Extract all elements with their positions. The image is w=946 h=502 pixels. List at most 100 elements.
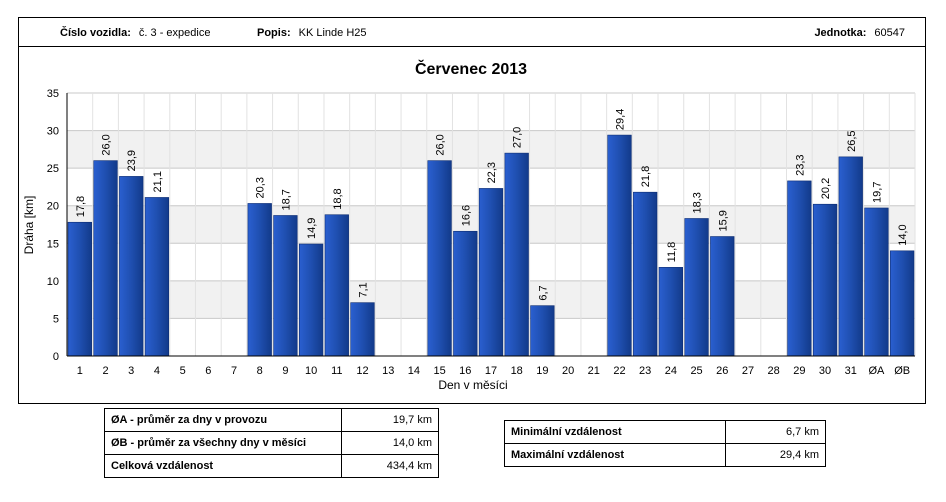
x-tick-label: 15 bbox=[433, 365, 445, 377]
x-tick-label: 26 bbox=[716, 365, 728, 377]
bar-chart: Červenec 2013 17,826,023,921,1 20,318,714… bbox=[22, 59, 916, 392]
data-label: 17,8 bbox=[75, 196, 87, 217]
x-tick-label: 10 bbox=[305, 365, 317, 377]
bar bbox=[453, 230, 478, 357]
bar bbox=[93, 160, 118, 357]
y-axis-label: Dráha [km] bbox=[22, 196, 36, 255]
x-tick-label: 1 bbox=[77, 365, 83, 377]
grid-band bbox=[67, 93, 915, 131]
data-label: 11,8 bbox=[666, 242, 678, 263]
bar bbox=[684, 218, 709, 357]
bar bbox=[504, 152, 529, 357]
unit-value: 60547 bbox=[874, 27, 905, 39]
x-tick-label: 28 bbox=[768, 365, 780, 377]
bar bbox=[427, 160, 452, 357]
y-tick-label: 15 bbox=[47, 238, 59, 250]
x-tick-label: 16 bbox=[459, 365, 471, 377]
x-tick-label: ØA bbox=[869, 365, 886, 377]
x-tick-label: 6 bbox=[205, 365, 211, 377]
bar bbox=[324, 214, 349, 357]
data-label: 26,0 bbox=[435, 134, 447, 155]
bar bbox=[144, 197, 170, 357]
x-tick-label: 12 bbox=[356, 365, 368, 377]
x-tick-label: 13 bbox=[382, 365, 394, 377]
stats-value: 29,4 km bbox=[725, 443, 826, 467]
bar bbox=[787, 180, 812, 357]
stats-row: Maximální vzdálenost 29,4 km bbox=[504, 443, 826, 467]
description-field: Popis: KK Linde H25 bbox=[257, 27, 367, 39]
x-tick-label: 2 bbox=[102, 365, 108, 377]
stats-value: 434,4 km bbox=[341, 454, 439, 478]
data-label: 18,8 bbox=[332, 188, 344, 209]
chart-title: Červenec 2013 bbox=[415, 59, 527, 78]
bar bbox=[812, 203, 838, 357]
data-label: 7,1 bbox=[358, 282, 370, 297]
data-label: 22,3 bbox=[486, 162, 498, 183]
bar bbox=[350, 302, 375, 357]
description-value: KK Linde H25 bbox=[298, 27, 367, 39]
bar bbox=[67, 221, 92, 357]
x-tick-label: 24 bbox=[665, 365, 677, 377]
stats-row: ØB - průměr za všechny dny v měsíci 14,0 … bbox=[104, 431, 439, 455]
vehicle-field: Číslo vozidla: č. 3 - expedice bbox=[60, 27, 210, 39]
y-tick-label: 10 bbox=[47, 276, 59, 288]
x-tick-label: ØB bbox=[894, 365, 910, 377]
y-tick-label: 30 bbox=[47, 126, 59, 138]
x-tick-label: 8 bbox=[257, 365, 263, 377]
grid-band bbox=[67, 130, 915, 169]
x-tick-label: 25 bbox=[690, 365, 702, 377]
x-tick-label: 5 bbox=[180, 365, 186, 377]
bar bbox=[273, 215, 298, 357]
x-tick-label: 4 bbox=[154, 365, 160, 377]
x-tick-label: 19 bbox=[536, 365, 548, 377]
x-tick-label: 29 bbox=[793, 365, 805, 377]
stats-table-extremes: Minimální vzdálenost 6,7 km Maximální vzd… bbox=[504, 420, 826, 467]
x-tick-label: 20 bbox=[562, 365, 574, 377]
data-label: 19,7 bbox=[871, 182, 883, 203]
data-label: 26,5 bbox=[846, 130, 858, 151]
stats-label: Celková vzdálenost bbox=[104, 454, 342, 478]
unit-field: Jednotka: 60547 bbox=[814, 27, 905, 39]
y-tick-label: 20 bbox=[47, 201, 59, 213]
data-label: 20,3 bbox=[255, 177, 267, 198]
bar bbox=[530, 305, 555, 357]
data-label: 16,6 bbox=[460, 205, 472, 226]
x-tick-label: 21 bbox=[588, 365, 600, 377]
y-tick-label: 0 bbox=[53, 351, 59, 363]
data-label: 18,3 bbox=[692, 192, 704, 213]
y-tick-label: 25 bbox=[47, 163, 59, 175]
bar-layer: 17,8 26,0 23,9 21,1 20,3 18,7 14,9 18,8 7,1 26,0 1… bbox=[67, 109, 915, 357]
stats-label: ØA - průměr za dny v provozu bbox=[104, 408, 342, 432]
stats-row: ØA - průměr za dny v provozu 19,7 km bbox=[104, 408, 439, 432]
x-axis-label: Den v měsíci bbox=[438, 378, 507, 392]
x-tick-label: 18 bbox=[511, 365, 523, 377]
data-label: 6,7 bbox=[537, 285, 549, 300]
bar bbox=[864, 207, 889, 357]
bar bbox=[838, 156, 863, 357]
stats-label: Maximální vzdálenost bbox=[504, 443, 726, 467]
data-label: 23,9 bbox=[126, 150, 138, 171]
data-label: 18,7 bbox=[280, 189, 292, 210]
bar bbox=[607, 134, 632, 357]
description-label: Popis: bbox=[257, 27, 291, 39]
bar bbox=[299, 243, 324, 357]
data-label: 21,1 bbox=[152, 171, 164, 192]
stats-table-averages: ØA - průměr za dny v provozu 19,7 km ØB -… bbox=[104, 408, 439, 478]
data-label: 27,0 bbox=[512, 127, 524, 148]
stats-row: Celková vzdálenost 434,4 km bbox=[104, 454, 439, 478]
data-label: 14,0 bbox=[897, 224, 909, 245]
x-tick-label: 31 bbox=[845, 365, 857, 377]
unit-label: Jednotka: bbox=[814, 27, 867, 39]
data-label: 14,9 bbox=[306, 218, 318, 239]
data-label: 29,4 bbox=[614, 109, 626, 130]
y-tick-label: 35 bbox=[47, 88, 59, 100]
stats-label: Minimální vzdálenost bbox=[504, 420, 726, 444]
vehicle-label: Číslo vozidla: bbox=[60, 27, 131, 39]
x-tick-label: 14 bbox=[408, 365, 420, 377]
stats-row: Minimální vzdálenost 6,7 km bbox=[504, 420, 826, 444]
x-tick-label: 11 bbox=[331, 365, 342, 377]
x-tick-label: 23 bbox=[639, 365, 651, 377]
data-label: 20,2 bbox=[820, 178, 832, 199]
bar bbox=[633, 191, 658, 357]
